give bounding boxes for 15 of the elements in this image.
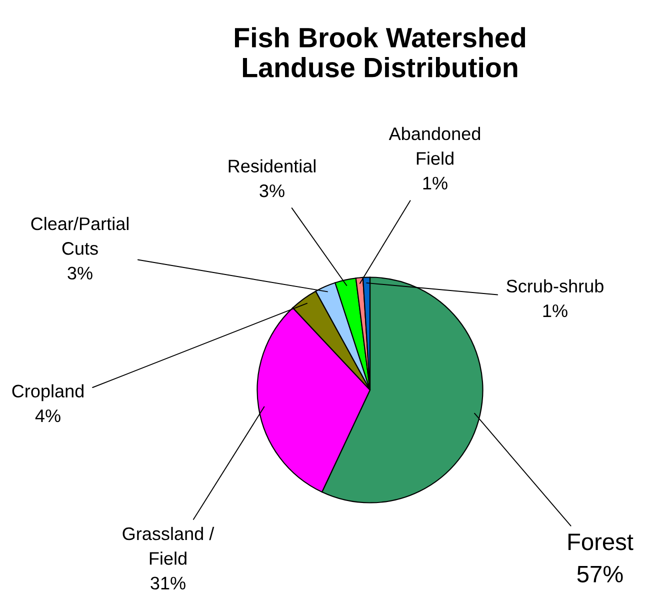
data-label: 3% [68,266,92,280]
data-label: 57% [577,566,623,582]
slice-label: Cropland [12,384,84,402]
data-label: 1% [543,304,568,318]
data-label: 4% [35,409,60,422]
slice-label: Abandoned Field [388,126,480,165]
data-label: 31% [150,576,186,590]
slice-label: Scrub-shrub [506,279,604,293]
slice-label: Residential [228,159,316,173]
slice-label: Forest [568,534,634,550]
slice-label: Clear/Partial Cuts [31,216,128,255]
data-label: 1% [423,176,448,190]
data-label: 3% [260,184,284,198]
chart-title: Fish Brook Watershed Landuse Distribution [234,27,526,78]
slice-label: Grassland / Field [122,526,214,565]
